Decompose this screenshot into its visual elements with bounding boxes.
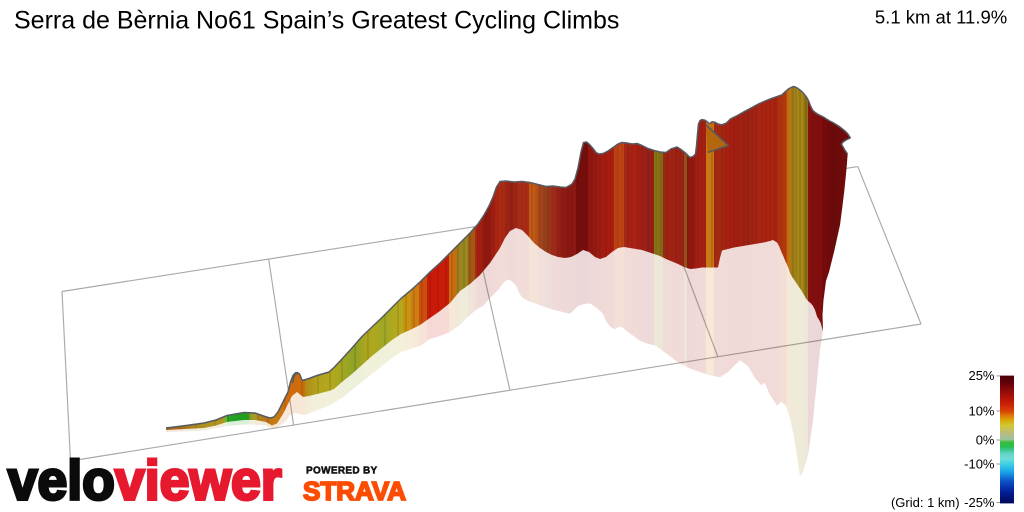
svg-text:5.1 km at 11.9%: 5.1 km at 11.9%: [875, 7, 1007, 28]
svg-text:-25%: -25%: [964, 495, 995, 510]
svg-text:Serra de Bèrnia No61 Spain’s G: Serra de Bèrnia No61 Spain’s Greatest Cy…: [14, 7, 619, 35]
svg-text:10%: 10%: [968, 404, 994, 419]
svg-text:0%: 0%: [976, 433, 995, 448]
svg-text:-10%: -10%: [964, 457, 995, 472]
svg-text:(Grid: 1 km): (Grid: 1 km): [891, 495, 960, 510]
svg-text:POWERED BY: POWERED BY: [306, 466, 378, 477]
svg-text:25%: 25%: [968, 368, 994, 383]
svg-text:STRAVA: STRAVA: [303, 476, 406, 506]
svg-text:veloviewer: veloviewer: [8, 448, 282, 511]
